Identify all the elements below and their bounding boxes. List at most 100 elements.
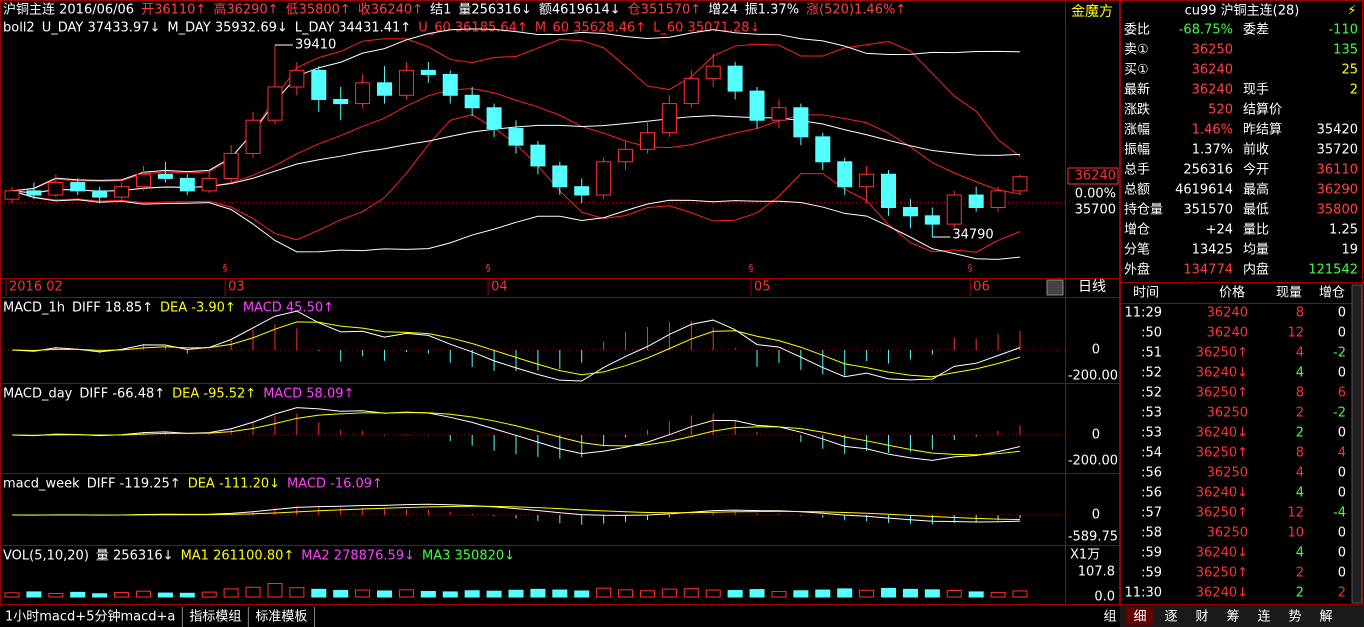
volume-values: MA1 261100.80↑	[181, 549, 295, 564]
side-tab[interactable]: 细	[1133, 610, 1146, 625]
tick-header: 价格	[1219, 285, 1245, 301]
side-tab-bg[interactable]	[1250, 607, 1278, 626]
volume-bar	[815, 589, 831, 598]
candle-body	[377, 82, 393, 96]
side-tab-bg[interactable]	[1312, 607, 1340, 626]
candle-body	[968, 194, 984, 208]
volume-bar	[618, 589, 634, 598]
period-label[interactable]: 日线	[1078, 279, 1106, 295]
tick-volume: 10	[1287, 526, 1304, 541]
template-tab[interactable]: 指标模组	[189, 610, 241, 625]
tick-header: 增仓	[1319, 286, 1345, 301]
tick-oi: -2	[1333, 406, 1346, 421]
quote-label: 最新	[1124, 82, 1150, 98]
tick-price: 36250	[1207, 406, 1248, 421]
brand[interactable]: 金魔方	[1071, 4, 1113, 20]
side-tab-bg[interactable]	[1188, 607, 1216, 626]
quote-value: 2	[1350, 83, 1358, 98]
quote-label: 现手	[1243, 83, 1269, 98]
volume-values: MA3 350820↓	[422, 549, 515, 564]
volume-bar	[245, 586, 261, 598]
quote-label: 涨跌	[1124, 102, 1150, 118]
volume-bar	[289, 587, 305, 598]
quote-label: 卖①	[1124, 43, 1149, 58]
price-tag: 36240	[1075, 169, 1116, 184]
tick-time: :58	[1141, 526, 1162, 541]
tick-time: :56	[1141, 486, 1162, 501]
volume-bar	[48, 593, 64, 598]
quote-value: 36240	[1192, 83, 1233, 98]
candle-body	[289, 69, 305, 88]
side-tab-bg[interactable]	[1157, 607, 1185, 626]
scrollbar[interactable]	[1351, 284, 1363, 604]
quote-value: 1.25	[1329, 223, 1358, 238]
scroll-button[interactable]	[1046, 279, 1064, 296]
candle-body	[924, 215, 940, 225]
volume-bar	[92, 593, 108, 598]
group-tab[interactable]: 组	[1103, 610, 1116, 625]
quote-label: 内盘	[1243, 262, 1269, 278]
quote-label: 增仓	[1124, 223, 1150, 238]
quote-summary: 涨(520)1.46%↑	[806, 3, 906, 18]
indicator-values: MACD 58.09↑	[263, 387, 354, 402]
tick-time: :53	[1141, 406, 1162, 421]
candle-body	[902, 206, 918, 217]
quote-label: 涨幅	[1124, 123, 1150, 138]
candle-body	[727, 65, 743, 92]
candle-body	[530, 144, 546, 167]
tick-volume: 2	[1296, 566, 1304, 581]
side-tab[interactable]: 逐	[1164, 610, 1177, 625]
indicator-values: MACD 45.50↑	[243, 301, 334, 316]
side-tab-bg[interactable]	[1126, 607, 1154, 626]
candle-body	[4, 190, 20, 200]
quote-label: 今开	[1243, 162, 1269, 178]
candle-body	[683, 78, 699, 105]
tick-volume: 8	[1296, 446, 1304, 461]
candle-body	[442, 74, 458, 96]
quote-value: 121542	[1308, 263, 1358, 278]
template-tab[interactable]: 1小时macd+5分钟macd+a	[5, 609, 175, 625]
quote-value: 4619614	[1175, 183, 1233, 198]
candle-body	[398, 69, 414, 96]
side-tab[interactable]: 解	[1319, 610, 1332, 625]
volume-bar	[420, 590, 436, 598]
candle-body	[749, 90, 765, 121]
quote-value: 36250	[1192, 43, 1233, 58]
volume-bar	[398, 589, 414, 598]
quote-summary: 高36290↑	[213, 2, 278, 18]
volume-bar	[881, 587, 897, 598]
boll-values: boll2	[3, 21, 35, 36]
quote-summary: 沪铜主连 2016/06/06	[3, 2, 134, 18]
volume-bar	[355, 589, 371, 598]
candle-body	[990, 190, 1006, 208]
side-tab-bg[interactable]	[1281, 607, 1309, 626]
tick-oi: 0	[1338, 546, 1346, 561]
tick-header: 现量	[1276, 286, 1302, 301]
tick-oi: -2	[1333, 346, 1346, 361]
dea-line	[11, 505, 1021, 521]
volume-bar	[859, 589, 875, 598]
candle-body	[201, 177, 217, 192]
side-tab-bg[interactable]	[1219, 607, 1247, 626]
indicator-values: MACD -16.09↑	[287, 477, 383, 492]
side-tab[interactable]: 连	[1257, 609, 1270, 625]
tick-volume: 8	[1296, 386, 1304, 401]
quote-value: 36290	[1317, 183, 1358, 198]
template-tab[interactable]: 标准模板	[255, 610, 307, 625]
tick-volume: 4	[1296, 466, 1304, 481]
volume-bar	[683, 588, 699, 598]
side-tab[interactable]: 筹	[1226, 609, 1239, 625]
candle-body	[26, 190, 42, 196]
indicator-values: macd_week	[3, 477, 80, 492]
quote-label: 最高	[1243, 182, 1269, 198]
volume-bar	[596, 587, 612, 598]
date-label: 03	[228, 280, 245, 295]
tick-price: 36250↑	[1196, 346, 1248, 361]
side-tab[interactable]: 财	[1195, 610, 1208, 625]
tick-price: 36250↑	[1196, 506, 1248, 521]
side-tab[interactable]: 势	[1288, 609, 1301, 625]
quote-value: 1.46%	[1192, 123, 1233, 138]
quote-summary: 结1	[430, 3, 451, 18]
quote-value: 135	[1333, 43, 1358, 58]
